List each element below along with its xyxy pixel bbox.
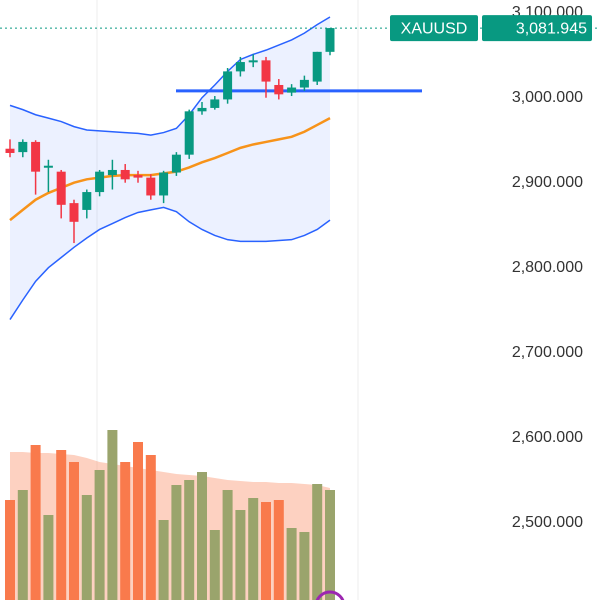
upper-band xyxy=(9,16,331,136)
candles xyxy=(5,28,422,244)
candle-body xyxy=(5,148,15,153)
volume-bar xyxy=(299,532,310,600)
volume-bar xyxy=(43,515,54,600)
candle-body xyxy=(133,175,143,178)
candle-body xyxy=(43,165,53,168)
volume-bar xyxy=(312,484,323,600)
price-axis: 2,500.000 2,600.000 2,700.000 2,800.000 2,90… xyxy=(0,4,600,531)
marker-icon xyxy=(315,590,345,600)
candle-body xyxy=(274,84,284,95)
volume-bar xyxy=(325,490,335,600)
volume-bar xyxy=(69,462,79,600)
volume-bar xyxy=(197,472,207,600)
candle-body xyxy=(69,203,79,222)
volume-bar xyxy=(209,530,220,600)
bands xyxy=(9,16,331,320)
y-tick-label: 2,700.000 xyxy=(512,344,583,361)
volume xyxy=(5,430,335,600)
candle-body xyxy=(248,60,258,63)
candle-body xyxy=(184,111,194,155)
candle-body xyxy=(299,79,309,88)
volume-bar xyxy=(133,442,143,600)
volume-bar xyxy=(56,450,67,600)
symbol-badge xyxy=(390,15,478,42)
candle-body xyxy=(95,171,105,193)
volume-bar xyxy=(222,490,233,600)
candle-body xyxy=(82,192,92,210)
volume-bar xyxy=(286,528,297,600)
candle-body xyxy=(210,99,220,108)
volume-bar xyxy=(81,495,92,600)
y-tick-label: 2,600.000 xyxy=(512,429,583,446)
candle-body xyxy=(223,71,233,100)
symbol-label: XAUUSD xyxy=(401,20,468,37)
volume-bar xyxy=(107,430,118,600)
candle-body xyxy=(197,107,207,112)
candle-body xyxy=(146,177,156,196)
volume-bar xyxy=(5,500,15,600)
volume-bar xyxy=(235,510,246,600)
volume-bar xyxy=(158,520,169,600)
candle-body xyxy=(325,28,335,52)
candle-body xyxy=(56,171,66,205)
volume-bar xyxy=(273,500,284,600)
candle-body xyxy=(18,141,28,153)
volume-bar xyxy=(120,462,131,600)
candle-body xyxy=(31,141,41,172)
volume-bar xyxy=(261,502,271,600)
candle-body xyxy=(287,87,297,93)
candle-body xyxy=(312,51,322,82)
y-tick-label: 3,000.000 xyxy=(512,89,583,106)
candle-body xyxy=(159,172,169,196)
last-price-label: 3,081.945 xyxy=(516,20,587,37)
y-tick-label: 2,500.000 xyxy=(512,514,583,531)
volume-bar xyxy=(184,480,195,600)
volume-bar xyxy=(94,470,105,600)
price-badge xyxy=(482,15,592,42)
candle-body xyxy=(107,169,117,176)
volume-bar xyxy=(171,485,182,600)
candle-body xyxy=(120,169,130,180)
volume-bar xyxy=(17,490,28,600)
volume-bar xyxy=(30,445,41,600)
y-tick-label: 2,900.000 xyxy=(512,174,583,191)
candle-body xyxy=(261,60,271,82)
lower-band xyxy=(9,206,331,320)
candle-body xyxy=(235,62,245,72)
volume-bar xyxy=(248,498,259,600)
band-fill xyxy=(10,16,330,320)
volume-bar xyxy=(145,455,156,600)
candle-body xyxy=(171,154,181,173)
y-tick-label: 2,800.000 xyxy=(512,259,583,276)
